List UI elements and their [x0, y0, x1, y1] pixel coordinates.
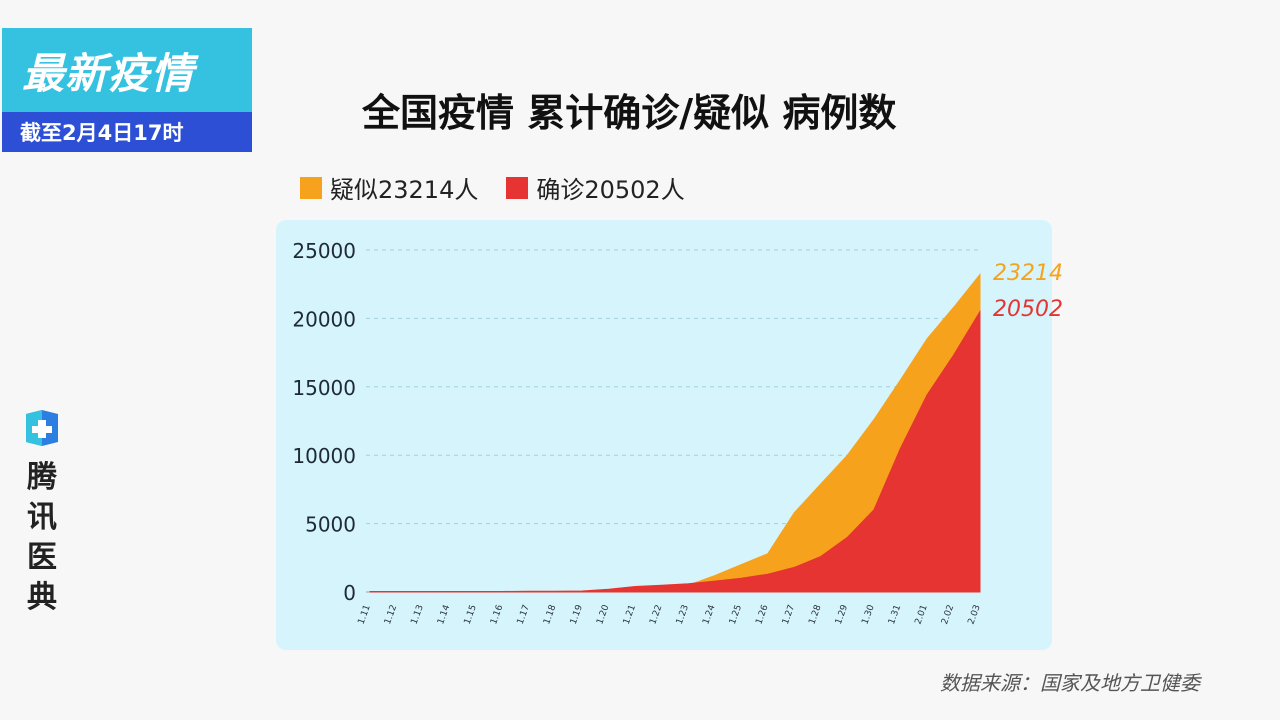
end-label-confirmed: 20502: [993, 297, 1063, 322]
brand-char-2: 讯: [27, 500, 57, 535]
y-tick-label-15000: 15000: [292, 376, 356, 400]
y-tick-label-0: 0: [343, 581, 356, 605]
brand-char-1: 腾: [27, 460, 57, 495]
badge-date: 截至2月4日17时: [2, 112, 252, 152]
legend-label-confirmed: 确诊20502人: [536, 176, 685, 204]
y-tick-label-25000: 25000: [292, 239, 356, 263]
y-tick-label-20000: 20000: [292, 307, 356, 331]
brand-char-3: 医: [27, 540, 57, 575]
legend-item-confirmed: 确诊20502人: [506, 170, 685, 205]
badge-headline: 最新疫情: [2, 28, 252, 112]
y-tick-label-10000: 10000: [292, 444, 356, 468]
data-source: 数据来源：国家及地方卫健委: [940, 671, 1200, 695]
legend-swatch-confirmed: [506, 176, 529, 199]
chart-legend: 疑似23214人 确诊20502人: [300, 170, 685, 205]
brand-char-4: 典: [27, 580, 57, 615]
brand-name: 腾 讯 医 典: [22, 458, 62, 618]
legend-item-suspected: 疑似23214人: [300, 170, 478, 205]
legend-swatch-suspected: [300, 176, 322, 199]
brand-vertical: 腾 讯 医 典: [22, 408, 62, 618]
tencent-medical-logo-icon: [26, 410, 58, 446]
area-series-confirmed: [369, 309, 981, 593]
latest-epidemic-badge: 最新疫情 截至2月4日17时: [2, 28, 252, 152]
end-label-suspected: 23214: [993, 261, 1063, 286]
chart-title: 全国疫情 累计确诊/疑似 病例数: [362, 91, 897, 135]
y-tick-label-5000: 5000: [305, 513, 356, 537]
legend-label-suspected: 疑似23214人: [330, 176, 479, 204]
